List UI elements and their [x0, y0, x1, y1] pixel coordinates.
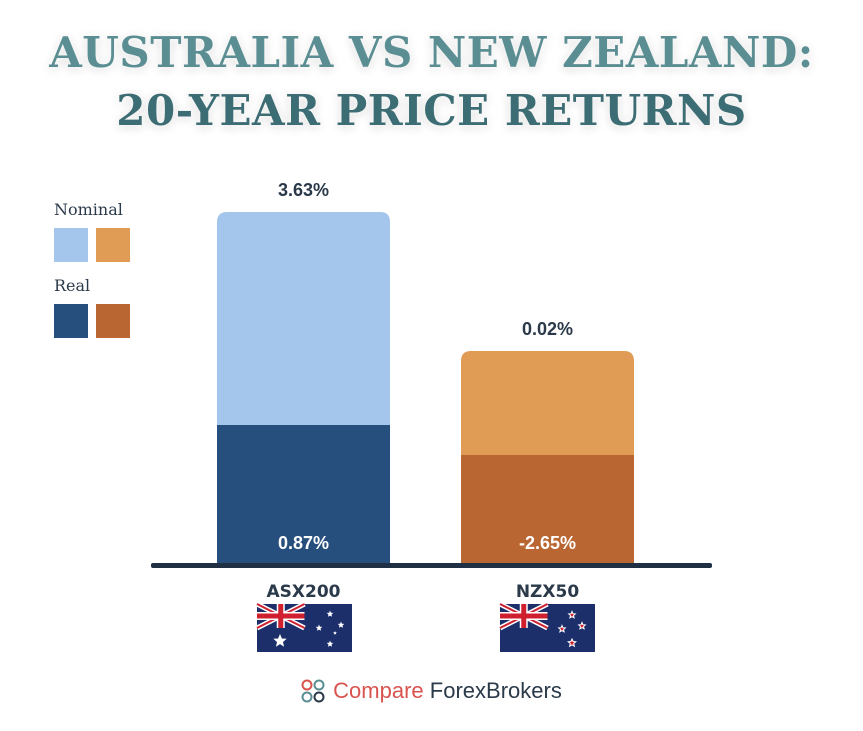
data-label-asx-real: 0.87% — [278, 533, 329, 553]
nz-flag-star-1 — [567, 610, 577, 619]
brand-logo: Compare ForexBrokers — [301, 678, 562, 704]
legend-swatch-nzx-nominal — [96, 228, 130, 262]
au-flag-star-4 — [326, 640, 334, 647]
x-axis-baseline — [151, 563, 712, 568]
au-flag-star-2 — [315, 624, 323, 631]
legend: Nominal Real — [54, 198, 154, 350]
legend-real-swatches — [54, 304, 154, 338]
au-flag-cross-red-h — [257, 613, 305, 619]
data-label-nzx-real: -2.65% — [519, 533, 576, 553]
au-flag-commonwealth-star — [273, 634, 287, 647]
au-flag-star-3 — [337, 621, 345, 628]
bar-asx-real — [217, 425, 390, 565]
nz-flag-star-3 — [577, 621, 587, 630]
brand-compare: Compare — [333, 678, 424, 703]
legend-swatch-asx-real — [54, 304, 88, 338]
brand-brokers: Brokers — [486, 678, 562, 703]
legend-real-label: Real — [54, 276, 91, 295]
nz-flag-cross-red-h — [500, 613, 548, 619]
compare-forex-brokers-logo-icon — [301, 679, 325, 703]
au-flag-star-5 — [333, 631, 337, 635]
nz-flag-star-2 — [557, 624, 567, 633]
bar-nzx-real — [461, 455, 634, 565]
category-label-asx: ASX200 — [267, 582, 341, 602]
chart-title: AUSTRALIA VS NEW ZEALAND: 20-YEAR PRICE … — [0, 24, 863, 140]
title-line-1: AUSTRALIA VS NEW ZEALAND: — [49, 28, 814, 77]
nz-flag-star-4 — [567, 637, 577, 648]
legend-swatch-nzx-real — [96, 304, 130, 338]
bar-nzx-nominal — [461, 351, 634, 455]
data-label-nzx-nominal: 0.02% — [522, 319, 573, 339]
bar-asx-nominal — [217, 212, 390, 425]
category-label-nzx: NZX50 — [516, 582, 579, 602]
legend-nominal-label: Nominal — [54, 200, 123, 219]
footer: Compare ForexBrokers — [0, 678, 863, 708]
au-flag-star-1 — [326, 610, 334, 617]
brand-forex: Forex — [429, 678, 487, 703]
legend-nominal-swatches — [54, 228, 154, 262]
title-line-2: 20-YEAR PRICE RETURNS — [116, 86, 747, 135]
data-label-asx-nominal: 3.63% — [278, 180, 329, 200]
legend-swatch-asx-nominal — [54, 228, 88, 262]
